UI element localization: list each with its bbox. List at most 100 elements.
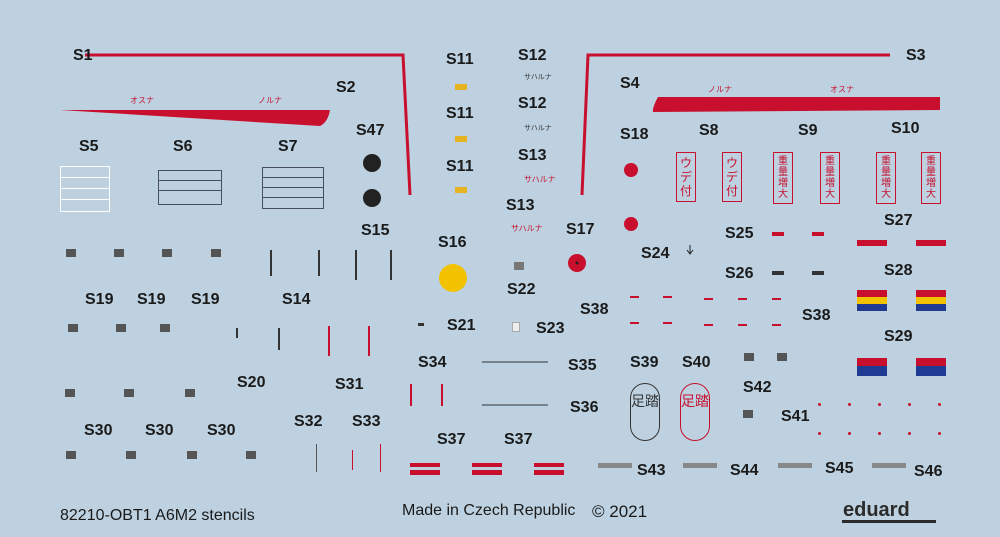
- s27-bar-left: [857, 240, 887, 246]
- s19-plate-1: [66, 249, 76, 257]
- s38-dash-5: [772, 298, 781, 300]
- label-s28: S28: [884, 262, 913, 279]
- s31-stencil-2: [368, 326, 370, 356]
- label-s2: S2: [336, 79, 356, 96]
- label-s12-1: S12: [518, 47, 547, 64]
- s14-stencil-2: [278, 328, 280, 350]
- s38-dash-3: [704, 298, 713, 300]
- s11-mark-2: [455, 136, 467, 142]
- label-s43: S43: [637, 462, 666, 479]
- label-s9: S9: [798, 122, 818, 139]
- s8-box-right: ウデ付: [722, 152, 742, 202]
- s9-box-right: 重量増大: [820, 152, 840, 204]
- label-s16: S16: [438, 234, 467, 251]
- s8-box-left: ウデ付: [676, 152, 696, 202]
- label-s14: S14: [282, 291, 311, 308]
- s2-stripe: [60, 110, 330, 126]
- s15-stencil-3: [355, 250, 357, 280]
- label-s35: S35: [568, 357, 597, 374]
- s20-plate-1: [68, 324, 78, 332]
- s38-dash-9: [738, 324, 747, 326]
- s23-mark: [512, 322, 520, 332]
- label-s41: S41: [781, 408, 810, 425]
- s38-dash-10: [772, 324, 781, 326]
- label-s47: S47: [356, 122, 385, 139]
- label-s46: S46: [914, 463, 943, 480]
- label-s22: S22: [507, 281, 536, 298]
- s41-dot-5: [938, 403, 941, 406]
- label-s39: S39: [630, 354, 659, 371]
- label-s25: S25: [725, 225, 754, 242]
- label-s4: S4: [620, 75, 640, 92]
- s41-dot-8: [878, 432, 881, 435]
- s44-plate: [683, 463, 717, 468]
- s21-mark: [418, 323, 424, 326]
- s41-dot-1: [818, 403, 821, 406]
- s41-dot-6: [818, 432, 821, 435]
- label-s34: S34: [418, 354, 447, 371]
- label-s37-2: S37: [504, 431, 533, 448]
- s38-dash-1: [630, 296, 639, 298]
- s11-mark-3: [455, 187, 467, 193]
- s42-plate-1: [744, 353, 754, 361]
- label-s27: S27: [884, 212, 913, 229]
- label-s38-2: S38: [802, 307, 831, 324]
- s41-dot-7: [848, 432, 851, 435]
- s24-arrow: [686, 245, 694, 255]
- label-s15: S15: [361, 222, 390, 239]
- s9-box-left: 重量増大: [773, 152, 793, 204]
- label-s17: S17: [566, 221, 595, 238]
- s20-plate-3: [160, 324, 170, 332]
- label-s26: S26: [725, 265, 754, 282]
- s12-text-2: サハルナ: [524, 125, 552, 132]
- label-s8: S8: [699, 122, 719, 139]
- label-s33: S33: [352, 413, 381, 430]
- label-s23: S23: [536, 320, 565, 337]
- s38-dash-8: [704, 324, 713, 326]
- label-s11-3: S11: [446, 158, 474, 175]
- s4-stripe: [652, 97, 940, 112]
- s37-strip-1: [410, 463, 440, 475]
- s31-stencil-1: [328, 326, 330, 356]
- s13-text-2: サハルナ: [511, 224, 543, 233]
- copyright-text: © 2021: [592, 502, 648, 521]
- label-s38-1: S38: [580, 301, 609, 318]
- label-s11-2: S11: [446, 105, 474, 122]
- s15-stencil-2: [318, 250, 320, 276]
- product-code: 82210-OBT1 A6M2 stencils: [60, 507, 255, 524]
- label-s45: S45: [825, 460, 854, 477]
- osuna-text-left: オスナ: [130, 96, 154, 105]
- label-s40: S40: [682, 354, 711, 371]
- s11-mark-1: [455, 84, 467, 90]
- s43-plate: [598, 463, 632, 468]
- label-s44: S44: [730, 462, 759, 479]
- s6-data-table: [158, 170, 222, 205]
- s29-flag-right: [916, 358, 946, 376]
- s41-dot-3: [878, 403, 881, 406]
- origin-text: Made in Czech Republic: [402, 502, 576, 519]
- s10-box-left: 重量増大: [876, 152, 896, 204]
- label-s19-2: S19: [137, 291, 166, 308]
- s19-plate-2: [114, 249, 124, 257]
- s15-stencil-1: [270, 250, 272, 276]
- s30-plate-2: [124, 389, 134, 397]
- label-s12-2: S12: [518, 95, 547, 112]
- s38-dash-4: [738, 298, 747, 300]
- label-s36: S36: [570, 399, 599, 416]
- s30-plate-7: [246, 451, 256, 459]
- s15-stencil-4: [390, 250, 392, 280]
- s41-dot-4: [908, 403, 911, 406]
- s37-strip-3: [534, 463, 564, 475]
- s18-dot-top: [624, 163, 638, 177]
- s17-center: [575, 261, 579, 265]
- label-s19-3: S19: [191, 291, 220, 308]
- s19-plate-4: [211, 249, 221, 257]
- s42-plate-2: [777, 353, 787, 361]
- label-s13-1: S13: [518, 147, 547, 164]
- s28-flag-right: [916, 290, 946, 311]
- s41-plate: [743, 410, 753, 418]
- s30-plate-5: [126, 451, 136, 459]
- label-s10: S10: [891, 120, 920, 137]
